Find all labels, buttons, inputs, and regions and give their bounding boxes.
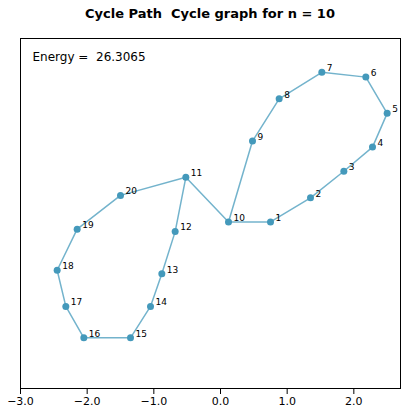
svg-text:14: 14 (156, 297, 168, 307)
svg-text:−3.0: −3.0 (7, 395, 34, 408)
svg-text:6: 6 (371, 68, 377, 78)
svg-text:−2.0: −2.0 (74, 395, 101, 408)
svg-text:15: 15 (136, 329, 147, 339)
svg-text:12: 12 (180, 222, 191, 232)
svg-text:13: 13 (167, 265, 178, 275)
svg-text:−1.0: −1.0 (140, 395, 167, 408)
svg-text:9: 9 (258, 132, 264, 142)
svg-text:3: 3 (349, 162, 355, 172)
svg-text:7: 7 (327, 63, 333, 73)
svg-text:19: 19 (82, 220, 94, 230)
svg-text:4: 4 (378, 138, 384, 148)
svg-text:20: 20 (126, 186, 138, 196)
svg-text:16: 16 (89, 329, 101, 339)
svg-text:18: 18 (62, 261, 74, 271)
svg-text:Energy = 26.3065: Energy = 26.3065 (33, 50, 146, 64)
html-text:Cycle Path Cycle graph for n =: Cycle Path Cycle graph for n = 10 (85, 6, 335, 21)
svg-text:2: 2 (316, 189, 322, 199)
svg-text:0.0: 0.0 (212, 395, 230, 408)
svg-text:1: 1 (276, 213, 282, 223)
svg-text:5: 5 (392, 104, 398, 114)
svg-text:10: 10 (234, 213, 246, 223)
svg-text:11: 11 (191, 168, 202, 178)
svg-text:17: 17 (71, 297, 82, 307)
svg-text:8: 8 (284, 90, 290, 100)
svg-text:1.0: 1.0 (278, 395, 296, 408)
svg-text:2.0: 2.0 (345, 395, 363, 408)
